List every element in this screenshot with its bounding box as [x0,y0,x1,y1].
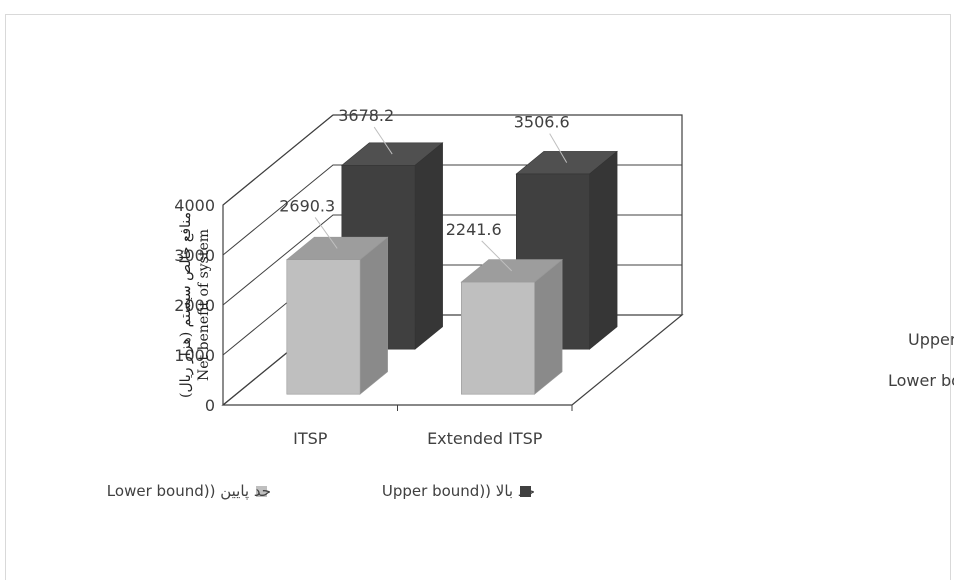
bar-side [589,150,618,350]
y-tick-label: 2000 [174,296,215,315]
data-label-leader [549,133,568,163]
bar-lower-extended-itsp [460,258,563,395]
data-label-leader [314,217,338,249]
bar-front [460,281,535,395]
legend-label-upper-bound: حد بالا ((Upper bound [382,482,535,500]
legend-swatch-upper-bound [520,486,531,497]
depth-axis-label: حد پایین ((Lower bound [888,371,954,391]
y-tick-label: 0 [205,396,215,415]
x-tick-label: Extended ITSP [427,429,543,448]
data-labels: 3678.2 3506.6 2690.3 2241.6 [279,106,570,272]
depth-axis-label: حد بالا ((Upper bound [908,330,954,349]
y-tick-label: 4000 [174,196,215,215]
bar-side [414,142,443,350]
depth-axis-labels: حد بالا ((Upper bound حد پایین ((Lower bo… [888,330,954,391]
y-tick-label: 3000 [174,246,215,265]
data-label: 3506.6 [514,113,570,132]
bar-side [534,258,563,395]
gridline [222,114,682,206]
bar-front [286,259,361,395]
bars [285,142,618,395]
legend-swatch-lower-bound [256,486,267,497]
bar-side [359,236,388,395]
legend-label-lower-bound: حد پایین ((Lower bound [107,482,271,501]
data-label: 2241.6 [446,220,502,239]
bar-lower-itsp [285,236,389,395]
data-label-leader [481,240,513,272]
data-label-leader [373,126,393,155]
legend: حد بالا ((Upper bound حد پایین ((Lower b… [107,482,535,501]
y-axis-label-english: Net benefit of system [196,229,212,381]
x-tick-label: ITSP [293,429,328,448]
y-axis-ticks: 0 1000 2000 3000 4000 [174,196,215,415]
y-tick-label: 1000 [174,346,215,365]
data-label: 2690.3 [279,196,335,215]
y-axis-label-persian: منافع خالص سیستم (هزار ریال) [178,212,194,398]
chart-frame [5,14,951,580]
data-label: 3678.2 [338,106,394,125]
x-axis-ticks: ITSP Extended ITSP [293,405,573,448]
